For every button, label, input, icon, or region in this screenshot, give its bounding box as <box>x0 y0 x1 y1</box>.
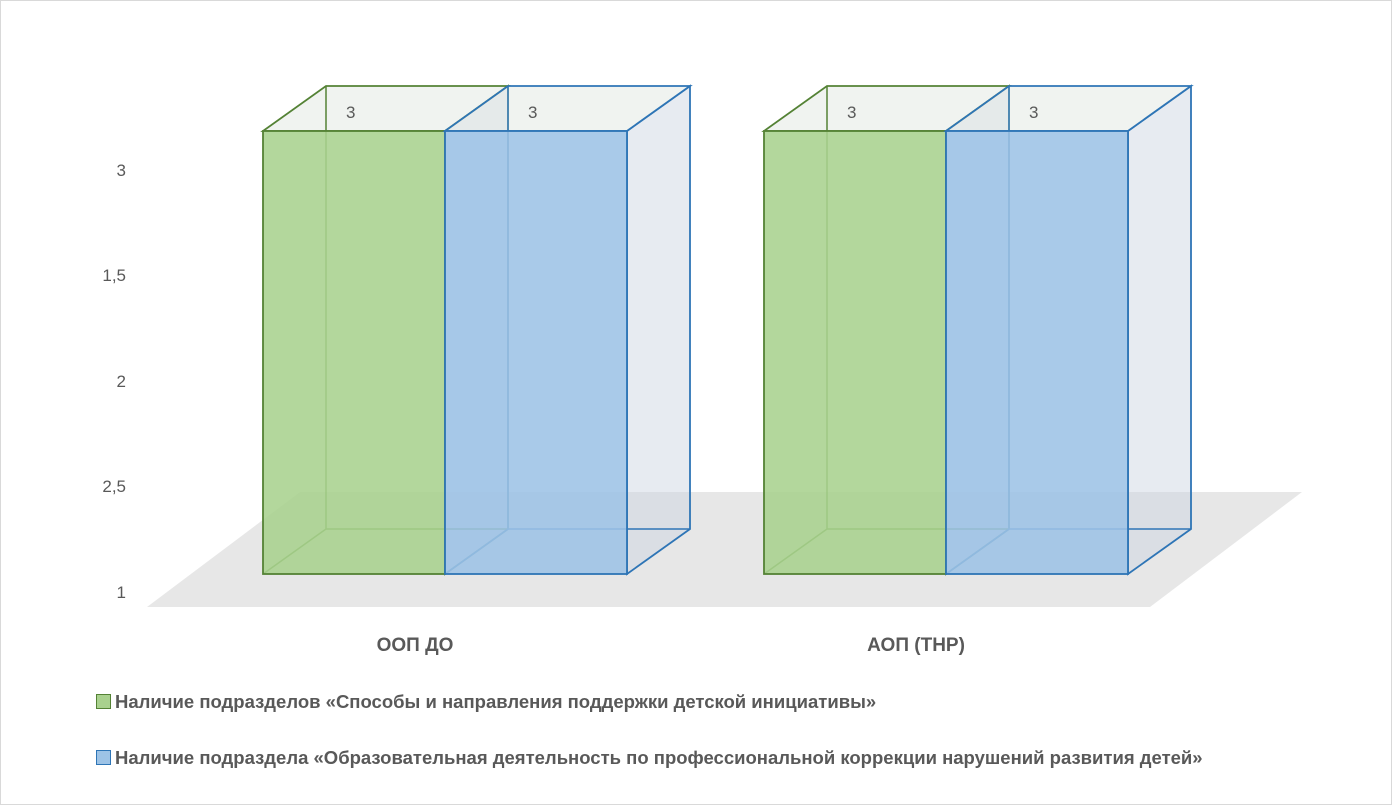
y-tick-label: 1,5 <box>102 266 126 285</box>
bar-front-face <box>444 130 628 575</box>
legend-swatch-blue <box>96 750 111 765</box>
data-label: 3 <box>1029 103 1038 122</box>
x-axis-category-labels: ООП ДО АОП (ТНР) <box>377 635 965 656</box>
legend-label: Наличие подраздела «Образовательная деят… <box>115 747 1203 768</box>
legend-item: Наличие подраздела «Образовательная деят… <box>96 742 1316 774</box>
data-label: 3 <box>528 103 537 122</box>
bar-side-face <box>626 84 691 576</box>
bar-front-face <box>945 130 1129 575</box>
y-tick-label: 1 <box>117 583 126 602</box>
data-labels: 3 3 3 3 <box>346 103 1038 122</box>
y-tick-label: 2,5 <box>102 477 126 496</box>
bar-front-face <box>262 130 446 575</box>
y-tick-label: 3 <box>117 161 126 180</box>
bar-side-face <box>1127 84 1192 576</box>
legend-swatch-green <box>96 694 111 709</box>
y-axis-ticks: 1 2,5 2 1,5 3 <box>102 161 126 602</box>
x-category-label: АОП (ТНР) <box>867 635 965 656</box>
data-label: 3 <box>847 103 856 122</box>
y-tick-label: 2 <box>117 372 126 391</box>
data-label: 3 <box>346 103 355 122</box>
x-category-label: ООП ДО <box>377 635 454 656</box>
bar <box>943 84 1194 576</box>
legend-item: Наличие подразделов «Способы и направлен… <box>96 686 1316 718</box>
bar <box>442 84 693 576</box>
legend-label: Наличие подразделов «Способы и направлен… <box>115 691 877 712</box>
bar-front-face <box>763 130 947 575</box>
bars <box>260 84 1194 576</box>
